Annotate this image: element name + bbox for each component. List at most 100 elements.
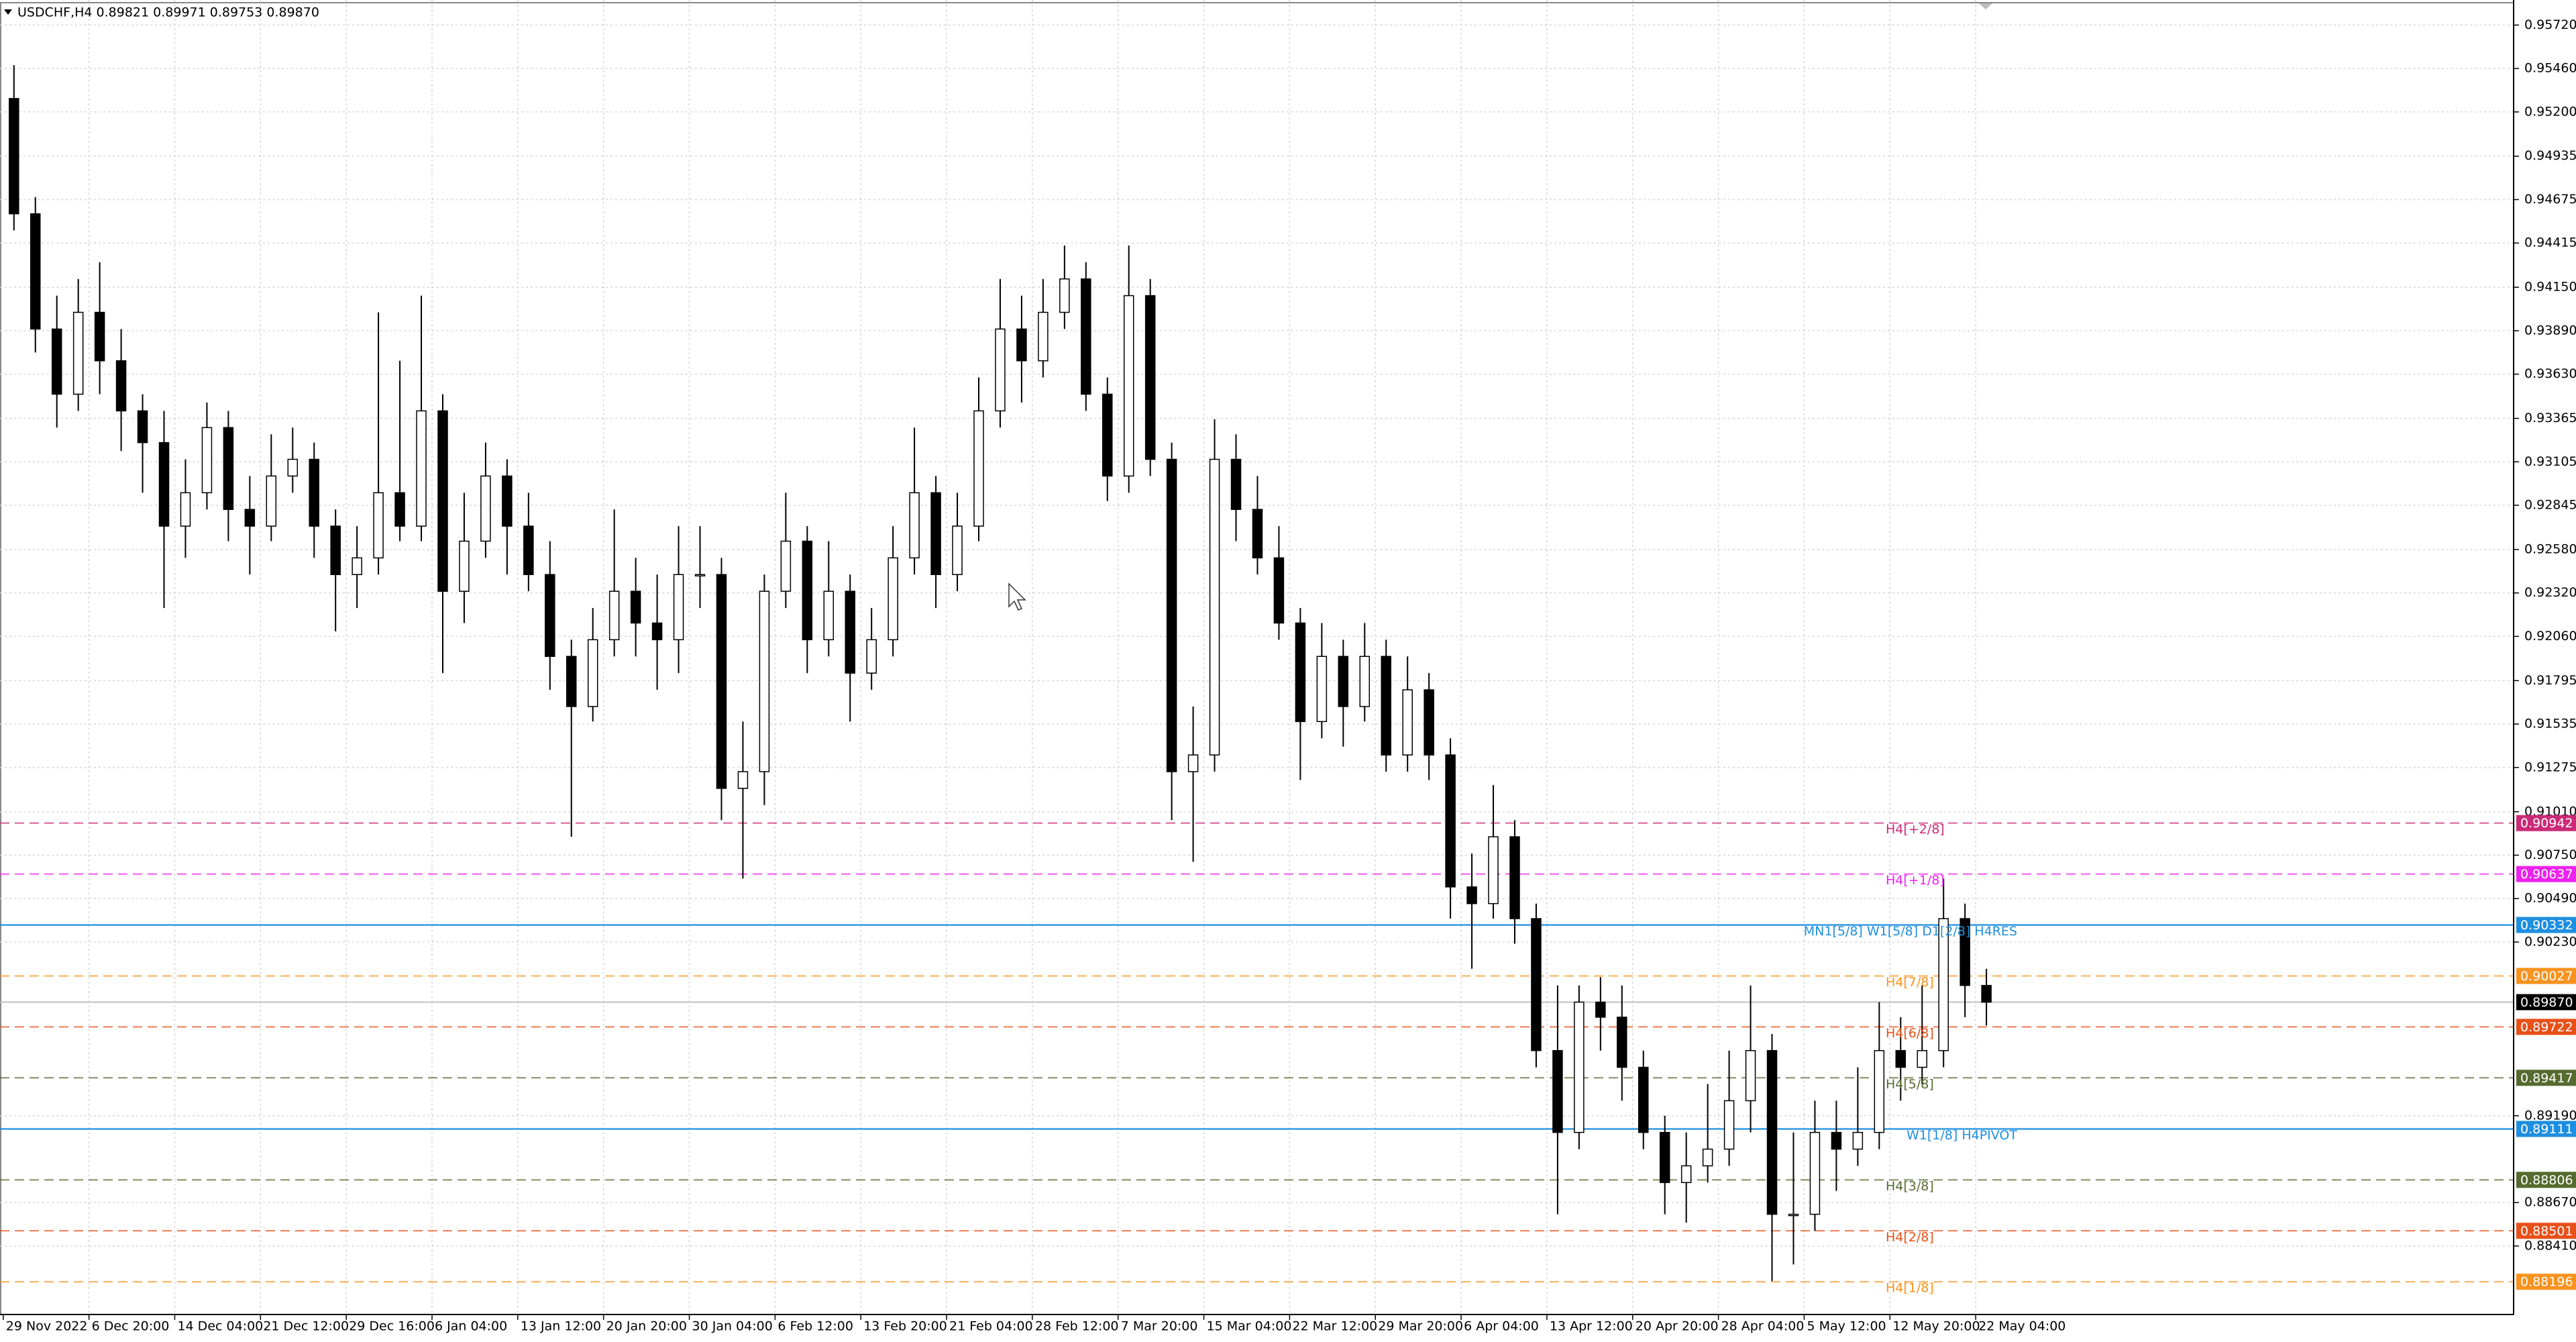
price-box-label: 0.88196 bbox=[2520, 1275, 2573, 1290]
x-tick-label: 7 Mar 20:00 bbox=[1121, 1319, 1198, 1334]
level-label: H4[+2/8] bbox=[1886, 822, 1945, 837]
candle-body bbox=[737, 771, 749, 789]
candle-body bbox=[866, 639, 877, 674]
y-tick-label: 0.94150 bbox=[2524, 280, 2576, 295]
mouse-cursor bbox=[1008, 582, 1026, 611]
candle-body bbox=[459, 540, 470, 592]
price-box-label: 0.89722 bbox=[2520, 1020, 2573, 1035]
x-tick-label: 21 Dec 12:00 bbox=[263, 1319, 349, 1334]
candle-body bbox=[1981, 984, 1992, 1003]
candle-body bbox=[115, 360, 127, 412]
candle-body bbox=[587, 639, 598, 707]
candle-body bbox=[1809, 1131, 1821, 1215]
price-box-label: 0.88501 bbox=[2520, 1224, 2573, 1239]
x-tick-label: 12 May 20:00 bbox=[1892, 1319, 1980, 1334]
candle-body bbox=[973, 410, 984, 527]
candle-body bbox=[1016, 328, 1027, 362]
y-tick-label: 0.93890 bbox=[2524, 323, 2576, 338]
candle-body bbox=[909, 492, 920, 559]
y-tick-label: 0.90750 bbox=[2524, 847, 2576, 862]
y-tick-label: 0.93630 bbox=[2524, 366, 2576, 381]
x-tick-label: 21 Feb 04:00 bbox=[949, 1319, 1033, 1334]
level-label: H4[5/8] bbox=[1886, 1077, 1934, 1092]
price-box-label: 0.90637 bbox=[2520, 867, 2573, 882]
candle-body bbox=[1445, 754, 1456, 888]
candle-body bbox=[823, 590, 835, 641]
candle-body bbox=[1509, 836, 1520, 919]
x-tick-label: 28 Feb 12:00 bbox=[1035, 1319, 1119, 1334]
candle-body bbox=[51, 328, 62, 395]
candle-body bbox=[845, 590, 855, 674]
candle-body bbox=[1595, 1001, 1606, 1018]
price-box-label: 0.88806 bbox=[2520, 1173, 2573, 1188]
x-tick-label: 6 Feb 12:00 bbox=[777, 1319, 853, 1334]
candle-body bbox=[158, 442, 170, 527]
x-tick-label: 15 Mar 04:00 bbox=[1207, 1319, 1292, 1334]
y-tick-label: 0.88670 bbox=[2524, 1195, 2576, 1210]
level-label: H4[1/8] bbox=[1886, 1281, 1934, 1296]
candle-body bbox=[1766, 1049, 1778, 1215]
candle-body bbox=[480, 475, 491, 542]
candle-body bbox=[1338, 656, 1349, 707]
candle-body bbox=[1252, 509, 1263, 559]
price-box bbox=[2516, 917, 2576, 933]
candle-body bbox=[1466, 886, 1477, 905]
candle-body bbox=[137, 410, 148, 444]
x-tick-label: 13 Jan 12:00 bbox=[521, 1319, 601, 1334]
x-tick-label: 30 Jan 04:00 bbox=[692, 1319, 773, 1334]
price-box-label: 0.90332 bbox=[2520, 918, 2573, 933]
price-box bbox=[2516, 968, 2576, 984]
candle-body bbox=[94, 311, 105, 362]
y-tick-label: 0.94935 bbox=[2524, 148, 2576, 163]
candle-body bbox=[30, 213, 41, 330]
x-tick-label: 22 Mar 12:00 bbox=[1292, 1319, 1377, 1334]
level-label: H4[2/8] bbox=[1886, 1230, 1934, 1245]
x-tick-label: 14 Dec 04:00 bbox=[177, 1319, 263, 1334]
candle-body bbox=[1574, 1001, 1585, 1133]
candle-body bbox=[1402, 689, 1413, 756]
price-box bbox=[2516, 1223, 2576, 1239]
candle-body bbox=[1895, 1049, 1907, 1068]
price-box bbox=[2516, 1121, 2576, 1137]
price-box bbox=[2516, 1274, 2576, 1290]
candle-body bbox=[888, 557, 898, 641]
candle-body bbox=[1638, 1066, 1649, 1133]
candle-body bbox=[394, 492, 405, 527]
grid-layer bbox=[0, 0, 2514, 1314]
candle-body bbox=[1531, 918, 1542, 1051]
x-tick-label: 28 Apr 04:00 bbox=[1721, 1319, 1805, 1334]
menu-arrow[interactable] bbox=[4, 9, 12, 15]
candle-body bbox=[1273, 557, 1285, 624]
y-tick-label: 0.91275 bbox=[2524, 760, 2576, 774]
y-tick-label: 0.95460 bbox=[2524, 61, 2576, 76]
x-tick-label: 6 Jan 04:00 bbox=[435, 1319, 507, 1334]
candle-body bbox=[1166, 458, 1177, 772]
candle-body bbox=[759, 590, 770, 772]
candle-body bbox=[416, 410, 427, 527]
x-tick-label: 5 May 12:00 bbox=[1807, 1319, 1886, 1334]
x-tick-label: 6 Apr 04:00 bbox=[1464, 1319, 1539, 1334]
candle-body bbox=[1381, 656, 1391, 756]
candle-body bbox=[502, 475, 513, 527]
candle-body bbox=[930, 492, 941, 576]
x-tick-label: 20 Apr 20:00 bbox=[1635, 1319, 1719, 1334]
candle-body bbox=[180, 492, 191, 527]
candle-body bbox=[1874, 1049, 1885, 1133]
price-box-label: 0.89417 bbox=[2520, 1071, 2573, 1086]
candle-body bbox=[802, 540, 813, 641]
level-label: H4[3/8] bbox=[1886, 1179, 1934, 1194]
candle-body bbox=[694, 574, 706, 577]
candle-body bbox=[1938, 918, 1949, 1051]
candle-body bbox=[545, 574, 555, 658]
price-box bbox=[2516, 1019, 2576, 1035]
candle-body bbox=[673, 574, 684, 641]
candle-body bbox=[716, 574, 727, 789]
candle-body bbox=[1187, 754, 1199, 772]
candle-body bbox=[330, 525, 341, 576]
candle-body bbox=[1359, 656, 1371, 707]
candle-body bbox=[309, 458, 319, 527]
candle-body bbox=[1659, 1131, 1670, 1184]
candle-body bbox=[1295, 622, 1306, 723]
